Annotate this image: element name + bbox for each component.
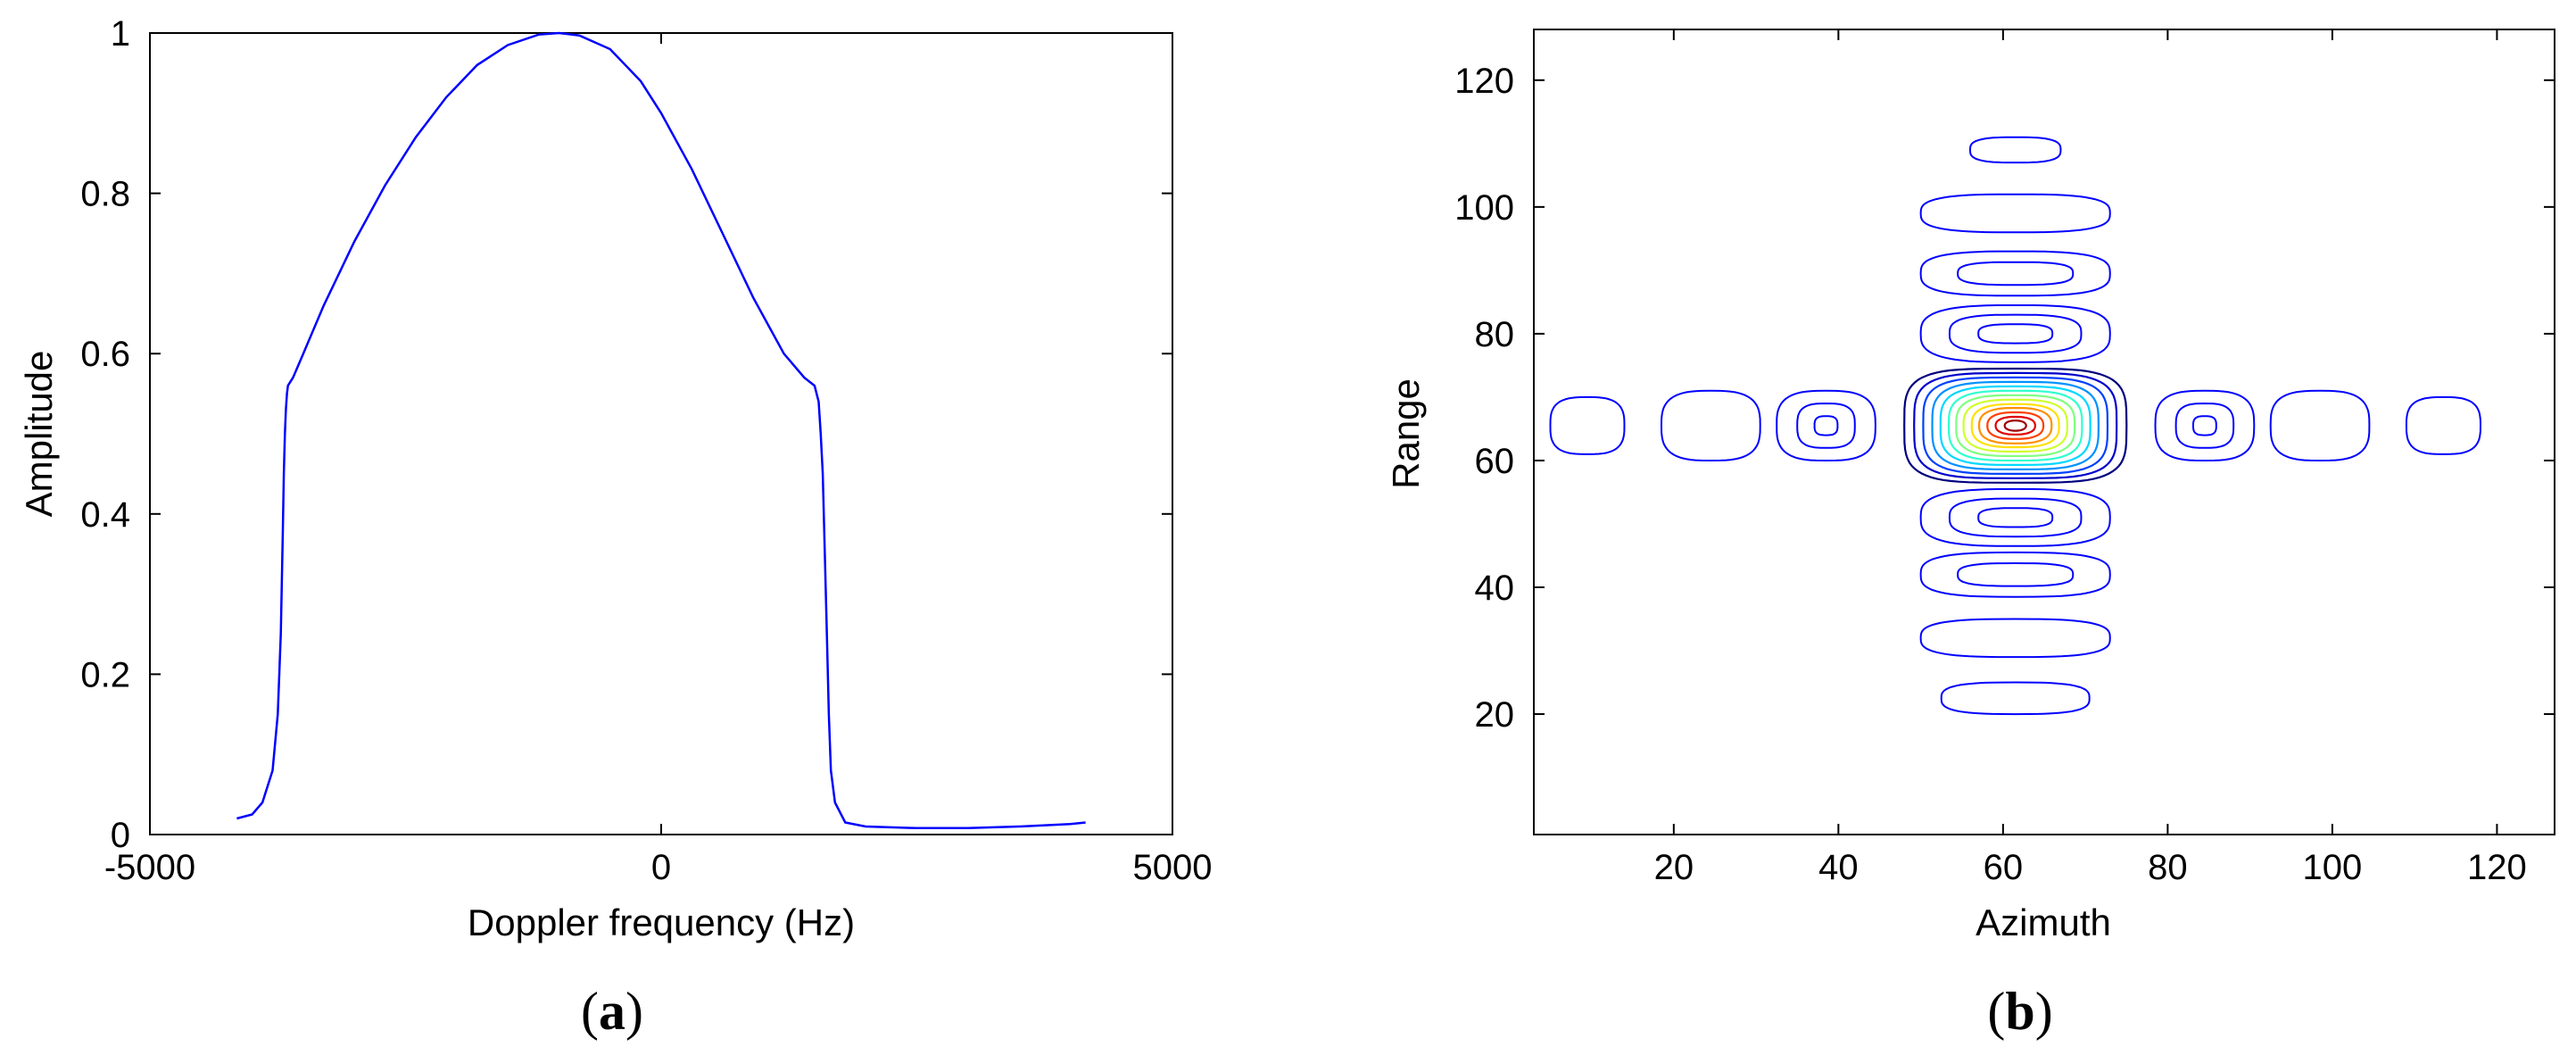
chart-b-y-axis-label: Range (1385, 378, 1427, 489)
chart-a-panel-label-close: ) (625, 982, 643, 1041)
chart-b-ticks: 20 40 60 80 100 120 20 40 60 80 100 120 (1454, 29, 2555, 887)
chart-b-range-sidelobe-contour (1940, 681, 2091, 716)
chart-b-mainlobe-contour (1922, 376, 2109, 476)
chart-a-panel-label-open: ( (581, 982, 599, 1041)
chart-b-mainlobe-contour (1977, 406, 2053, 444)
chart-b-azimuth-sidelobe-contour (1549, 395, 1626, 455)
chart-b-range-sidelobe-contour (1957, 261, 2075, 287)
chart-b-range-sidelobe-contour (1948, 497, 2083, 538)
chart-b-mainlobe-contour (2003, 420, 2027, 432)
chart-a-panel-label: (a) (581, 982, 643, 1041)
chart-b-mainlobe-contour (1970, 403, 2060, 449)
chart-a-y-tick-label: 0.6 (80, 335, 130, 374)
chart-b-range-sidelobe-contour (1957, 561, 2075, 587)
chart-b-range-sidelobe-contour (1919, 193, 2111, 234)
chart-b-mainlobe-contour (1903, 367, 2128, 484)
chart-b-mainlobe-contour (1962, 398, 2068, 453)
chart-a-y-tick-label: 0 (111, 816, 130, 855)
chart-b-y-tick-label: 60 (1475, 442, 1515, 481)
chart-b-range-sidelobe-contour (1919, 250, 2111, 297)
chart-b-azimuth-sidelobe-contour (1776, 389, 1876, 462)
chart-b-mainlobe-contour (1986, 411, 2045, 440)
chart-b: 20 40 60 80 100 120 20 40 60 80 100 120 Azimuth Ran… (1385, 29, 2555, 1041)
chart-b-range-sidelobe-contour (1977, 323, 2054, 345)
chart-b-mainlobe-contour (1913, 371, 2118, 479)
chart-b-x-tick-label: 40 (1818, 848, 1859, 887)
chart-b-azimuth-sidelobe-contour (2405, 395, 2482, 455)
chart-b-plot-area (1533, 29, 2555, 835)
chart-b-y-tick-label: 40 (1475, 569, 1515, 608)
chart-a-y-tick-label: 0.8 (80, 175, 130, 214)
chart-a-x-tick-label: 5000 (1133, 848, 1213, 887)
chart-b-x-tick-label: 60 (1984, 848, 2024, 887)
chart-b-azimuth-sidelobe-contour (2269, 389, 2371, 462)
chart-a-y-tick-label: 1 (111, 14, 130, 54)
chart-b-x-tick-label: 20 (1654, 848, 1694, 887)
chart-b-azimuth-sidelobe-contour (1813, 415, 1839, 436)
chart-b-azimuth-sidelobe-contour (1660, 389, 1761, 462)
chart-b-contours (1549, 136, 2482, 716)
chart-a-panel-label-letter: a (599, 982, 625, 1041)
chart-a-plot-area (149, 32, 1173, 835)
chart-b-x-tick-label: 120 (2467, 848, 2527, 887)
chart-b-y-tick-label: 80 (1475, 315, 1515, 354)
chart-b-panel-label-letter: b (2005, 982, 2034, 1041)
chart-b-azimuth-sidelobe-contour (2174, 402, 2235, 449)
chart-b-x-tick-label: 100 (2303, 848, 2363, 887)
chart-b-mainlobe-contour (1947, 389, 2083, 462)
chart-a-y-axis-label: Amplitude (18, 351, 60, 518)
chart-a-y-tick-label: 0.2 (80, 655, 130, 694)
chart-b-panel-label: (b) (1987, 982, 2052, 1041)
chart-b-mainlobe-contour (1939, 385, 2091, 467)
chart-b-panel-label-close: ) (2035, 982, 2053, 1041)
chart-a-y-tick-label: 0.4 (80, 495, 130, 535)
chart-a-x-axis-label: Doppler frequency (Hz) (468, 901, 855, 943)
chart-b-range-sidelobe-contour (1977, 507, 2054, 528)
chart-a-x-tick-label: -5000 (104, 848, 195, 887)
chart-b-panel-label-open: ( (1987, 982, 2005, 1041)
chart-b-range-sidelobe-contour (1919, 618, 2111, 659)
chart-b-x-axis-label: Azimuth (1975, 901, 2111, 943)
chart-a-line-series (236, 31, 1086, 830)
chart-b-range-sidelobe-contour (1919, 304, 2111, 363)
chart-b-y-tick-label: 20 (1475, 695, 1515, 735)
chart-b-azimuth-sidelobe-contour (2192, 415, 2217, 436)
chart-b-mainlobe-contour (1994, 415, 2037, 436)
chart-b-x-tick-label: 80 (2148, 848, 2188, 887)
chart-b-range-sidelobe-contour (1948, 313, 2083, 354)
chart-a-x-tick-label: 0 (651, 848, 671, 887)
chart-b-mainlobe-contour (1931, 380, 2100, 471)
chart-b-y-tick-label: 100 (1454, 188, 1514, 228)
chart-b-azimuth-sidelobe-contour (2154, 389, 2256, 462)
chart-b-range-sidelobe-contour (1968, 136, 2062, 164)
chart-b-azimuth-sidelobe-contour (1796, 402, 1856, 449)
chart-b-range-sidelobe-contour (1919, 487, 2111, 547)
chart-b-mainlobe-contour (1955, 394, 2076, 458)
chart-b-range-sidelobe-contour (1919, 551, 2111, 598)
chart-b-y-tick-label: 120 (1454, 62, 1514, 101)
